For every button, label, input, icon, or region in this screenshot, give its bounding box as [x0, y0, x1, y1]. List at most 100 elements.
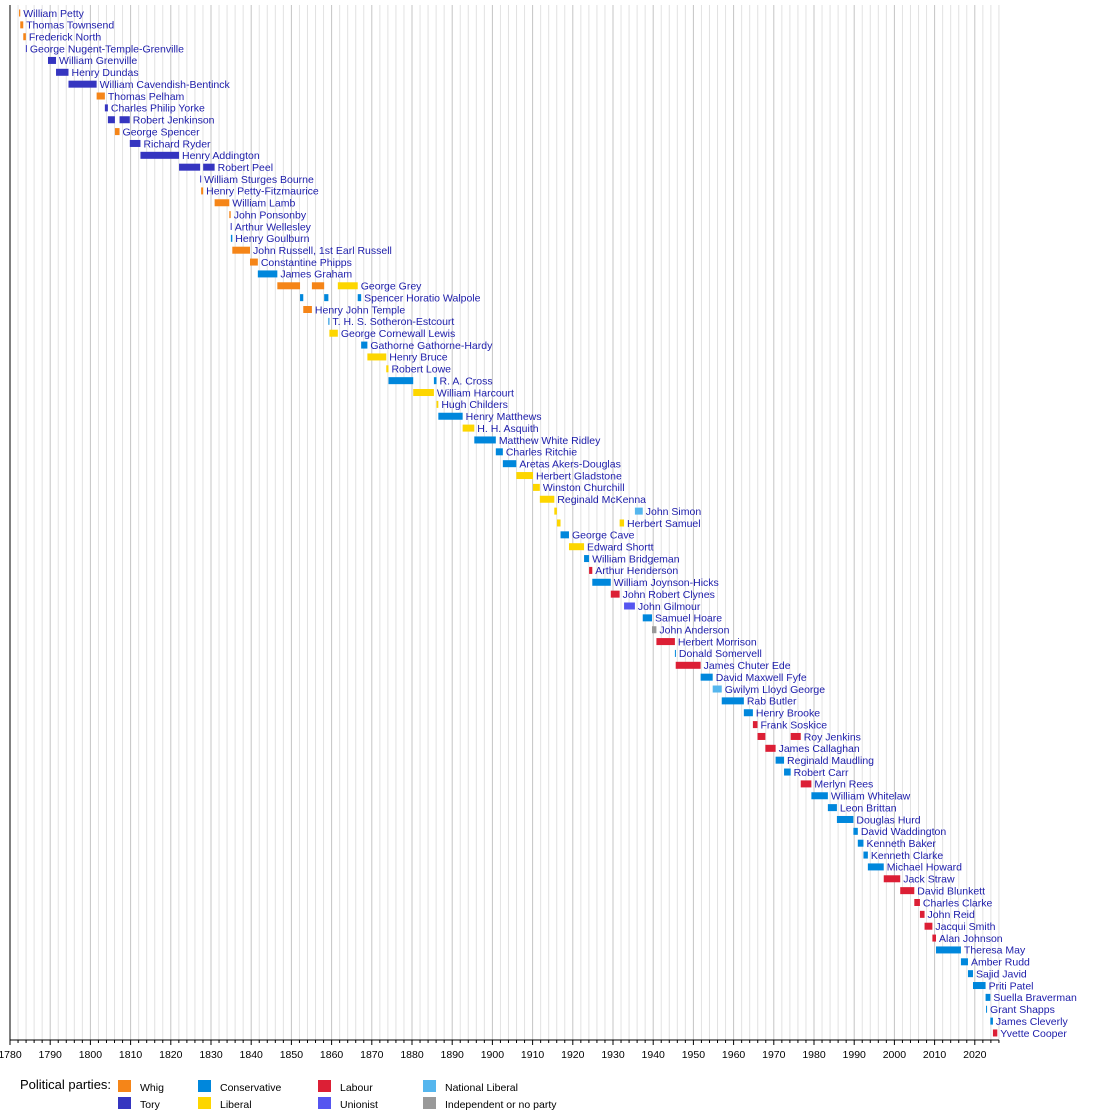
term-bar: [700, 673, 713, 681]
term-bar: [656, 638, 675, 646]
row-label: Gathorne Gathorne-Hardy: [370, 340, 493, 352]
legend-title: Political parties:: [20, 1077, 111, 1092]
bars: [19, 9, 998, 1037]
row-label: William Petty: [23, 8, 84, 20]
x-tick-label: 1960: [722, 1049, 746, 1061]
term-bar: [107, 116, 115, 124]
row-label: Douglas Hurd: [856, 814, 920, 826]
term-bar: [337, 282, 358, 290]
row-label: William Whitelaw: [831, 791, 911, 803]
term-bar: [800, 780, 812, 788]
term-bar: [721, 697, 744, 705]
row-label: Robert Peel: [218, 162, 273, 174]
term-bar: [589, 566, 593, 574]
row-label: Henry Goulburn: [235, 233, 309, 245]
row-label: Henry Addington: [182, 150, 260, 162]
row-label: Constantine Phipps: [261, 257, 352, 269]
term-bar: [972, 982, 986, 990]
term-bar: [303, 306, 312, 313]
x-tick-label: 1810: [119, 1049, 143, 1061]
row-label: George Cornewall Lewis: [341, 328, 455, 340]
term-bar: [554, 507, 557, 515]
row-label: William Bridgeman: [592, 553, 680, 565]
term-bar: [960, 958, 968, 966]
term-bar: [533, 483, 540, 491]
term-bar: [413, 389, 434, 397]
row-label: Sajid Javid: [976, 968, 1027, 980]
row-label: David Maxwell Fyfe: [716, 672, 807, 684]
term-bar: [230, 222, 232, 230]
row-label: John Gilmour: [638, 601, 701, 613]
row-label: William Grenville: [59, 55, 137, 67]
term-bar: [462, 424, 475, 432]
term-bar: [985, 993, 987, 1001]
term-bar: [201, 187, 204, 195]
term-bar: [47, 56, 57, 64]
term-bar: [592, 578, 611, 586]
row-label: John Reid: [928, 909, 975, 921]
term-bar: [361, 341, 368, 349]
term-bar: [900, 887, 915, 895]
term-bar: [179, 163, 201, 171]
row-label: Donald Somervell: [679, 648, 762, 660]
term-bar: [129, 139, 141, 147]
row-label: H. H. Asquith: [477, 423, 538, 435]
x-tick-label: 1980: [802, 1049, 826, 1061]
term-bar: [992, 1029, 998, 1037]
term-bar: [214, 199, 230, 207]
term-bar: [811, 792, 828, 800]
legend: Political parties: Whig Tory Conservative L…: [20, 1077, 557, 1111]
row-label: Thomas Pelham: [108, 91, 185, 103]
term-bar: [790, 732, 801, 740]
term-bar: [883, 875, 901, 883]
row-label: George Cave: [572, 530, 635, 542]
term-bar: [433, 377, 437, 385]
row-label: Michael Howard: [887, 862, 962, 874]
term-bar: [827, 804, 837, 812]
term-bar: [230, 234, 233, 242]
row-label: Winston Churchill: [543, 482, 625, 494]
term-bar: [560, 531, 569, 539]
row-label: James Callaghan: [779, 743, 860, 755]
x-tick-label: 1900: [481, 1049, 505, 1061]
x-tick-label: 1830: [199, 1049, 223, 1061]
term-bar: [619, 519, 625, 527]
term-bar: [914, 899, 920, 906]
term-bar: [386, 365, 389, 373]
row-label: Hugh Childers: [441, 399, 508, 411]
term-bar: [229, 211, 231, 219]
x-tick-label: 2000: [883, 1049, 907, 1061]
term-bar: [516, 472, 534, 480]
term-bar: [329, 329, 338, 337]
legend-swatch: [198, 1097, 211, 1109]
row-label: George Spencer: [123, 126, 201, 138]
x-tick-label: 1850: [280, 1049, 304, 1061]
term-bar: [56, 68, 69, 76]
legend-label: Liberal: [220, 1099, 252, 1111]
x-tick-label: 1870: [360, 1049, 384, 1061]
x-tick-label: 1920: [561, 1049, 585, 1061]
row-label: John Anderson: [659, 625, 729, 637]
term-bar: [990, 1017, 993, 1025]
row-label: Edward Shortt: [587, 542, 654, 554]
term-bar: [932, 934, 937, 942]
row-label: Jacqui Smith: [935, 921, 995, 933]
legend-swatch: [118, 1080, 131, 1092]
term-bar: [324, 294, 329, 302]
row-label: T. H. S. Sotheron-Estcourt: [332, 316, 454, 328]
term-bar: [712, 685, 722, 693]
row-label: William Cavendish-Bentinck: [100, 79, 231, 91]
term-bar: [651, 626, 657, 634]
legend-label: Whig: [140, 1082, 164, 1094]
term-bar: [853, 827, 858, 835]
row-label: Spencer Horatio Walpole: [364, 292, 480, 304]
x-tick-label: 2010: [923, 1049, 947, 1061]
term-bar: [863, 851, 868, 859]
row-label: James Cleverly: [996, 1016, 1069, 1028]
term-bar: [277, 282, 301, 290]
term-bar: [924, 922, 933, 930]
term-bar: [775, 756, 785, 764]
row-label: Merlyn Rees: [814, 779, 873, 791]
